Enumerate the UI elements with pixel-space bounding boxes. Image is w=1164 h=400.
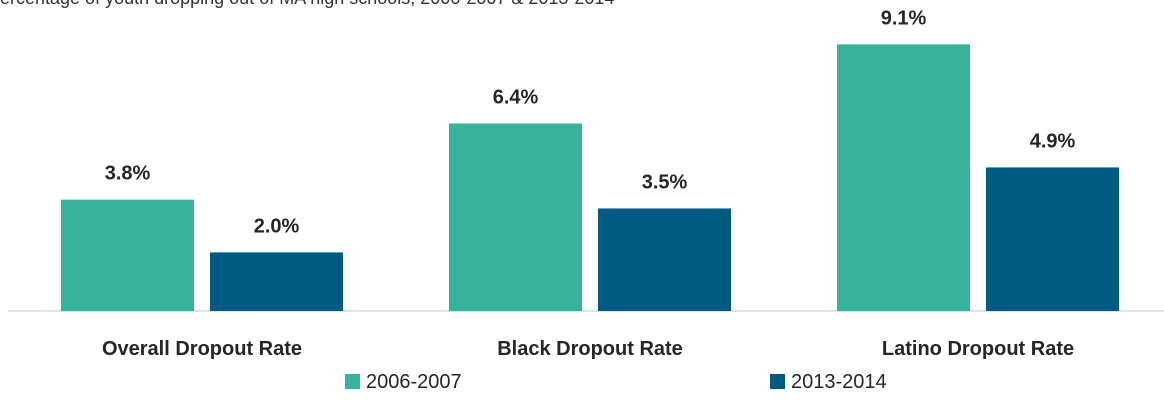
category-label: Black Dropout Rate	[497, 338, 683, 360]
bar-2006-2007-1	[449, 123, 582, 311]
bar-2006-2007-2	[837, 44, 970, 312]
bar-2006-2007-0	[61, 199, 194, 311]
bar-2013-2014-1	[598, 208, 731, 311]
data-label: 3.8%	[105, 163, 151, 185]
chart-title: ercentage of youth dropping out of MA hi…	[0, 0, 614, 9]
bar-2013-2014-2	[986, 167, 1119, 311]
data-label: 3.5%	[642, 171, 688, 193]
legend-swatch	[770, 374, 785, 389]
legend-label: 2013-2014	[791, 371, 887, 393]
data-label: 2.0%	[254, 215, 300, 237]
category-label: Overall Dropout Rate	[102, 338, 302, 360]
data-label: 4.9%	[1030, 130, 1076, 152]
data-label: 9.1%	[881, 7, 927, 29]
legend-swatch	[345, 374, 360, 389]
bar-2013-2014-0	[210, 252, 343, 311]
category-label: Latino Dropout Rate	[882, 338, 1074, 360]
legend-label: 2006-2007	[366, 371, 462, 393]
data-label: 6.4%	[493, 86, 539, 108]
